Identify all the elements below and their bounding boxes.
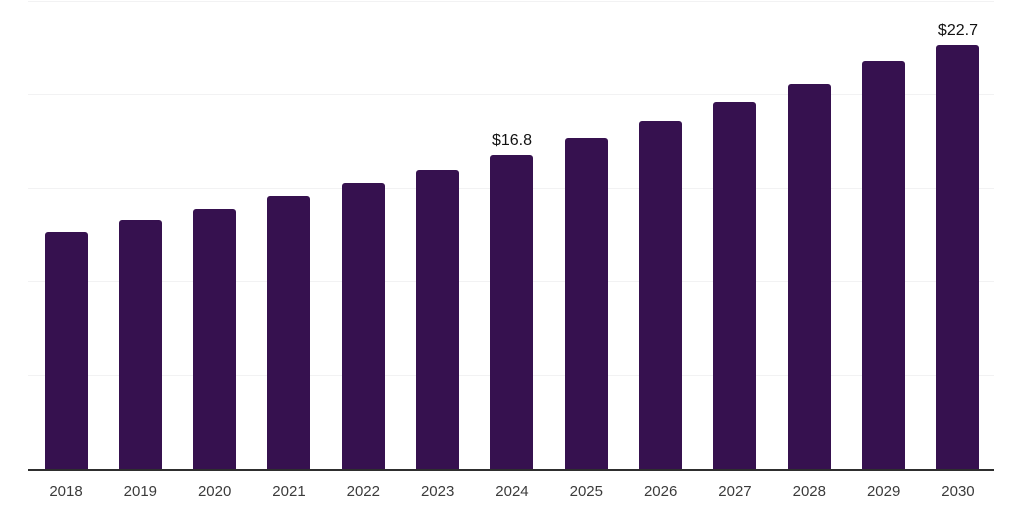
bar-2018 — [44, 231, 88, 469]
x-tick-label-2024: 2024 — [495, 483, 529, 500]
bar-2020 — [193, 209, 237, 469]
plot-area: $16.8 $22.7 — [28, 0, 994, 471]
bar-2024 — [490, 154, 534, 469]
bar-2026 — [639, 121, 683, 469]
x-tick-label-2022: 2022 — [346, 483, 380, 500]
gridline-20 — [28, 94, 994, 95]
x-tick-label-2027: 2027 — [718, 483, 752, 500]
bar-2028 — [787, 83, 831, 469]
bar-2023 — [416, 169, 460, 469]
bar-2022 — [341, 182, 385, 469]
x-tick-label-2019: 2019 — [123, 483, 158, 500]
bar-2029 — [862, 61, 906, 469]
x-tick-label-2028: 2028 — [792, 483, 826, 500]
bar-2019 — [118, 220, 162, 469]
x-tick-label-2025: 2025 — [569, 483, 603, 500]
x-tick-label-2030: 2030 — [941, 483, 975, 500]
x-tick-label-2023: 2023 — [420, 483, 455, 500]
x-axis-line — [28, 469, 994, 471]
bar-2021 — [267, 195, 311, 469]
bar-2025 — [564, 138, 608, 469]
x-tick-label-2018: 2018 — [49, 483, 83, 500]
value-label-2024: $16.8 — [491, 131, 532, 149]
bar-2030 — [936, 44, 980, 469]
bar-2027 — [713, 102, 757, 469]
value-label-2030: $22.7 — [937, 21, 978, 39]
x-tick-label-2026: 2026 — [643, 483, 678, 500]
x-tick-label-2021: 2021 — [272, 483, 306, 500]
x-tick-label-2029: 2029 — [866, 483, 901, 500]
x-tick-label-2020: 2020 — [197, 483, 232, 500]
gridline-25 — [28, 0, 994, 2]
